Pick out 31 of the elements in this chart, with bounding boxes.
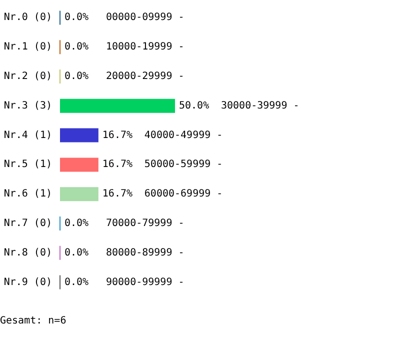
text: 30000-39999 - (221, 100, 300, 112)
annotation: 50000-59999 - (144, 159, 223, 170)
data-label: 0.0% (64, 247, 89, 258)
y-tick-label: Nr.1 (0) (4, 42, 52, 53)
annotation: 10000-19999 - (106, 42, 184, 53)
y-tick-label: Nr.5 (1) (4, 159, 52, 170)
annotation: 90000-99999 - (106, 276, 184, 288)
text: Gesamt: n=6 (0, 316, 66, 326)
y-tick-label: Nr.0 (0) (4, 12, 52, 24)
data-label: 0.0% (64, 71, 89, 82)
annotation: 40000-49999 - (144, 130, 223, 141)
annotation: 00000-09999 - (106, 12, 184, 24)
annotation: 80000-89999 - (106, 247, 184, 258)
data-label: 16.7% (102, 130, 133, 141)
data-label: 0.0% (64, 218, 89, 229)
data-label: 0.0% (64, 42, 89, 53)
y-tick-label: Nr.4 (1) (4, 130, 52, 141)
data-label: 16.7% (102, 188, 133, 200)
data-label: 50.0% (179, 100, 210, 112)
y-tick-label: Nr.9 (0) (4, 276, 52, 288)
y-tick-label: Nr.8 (0) (4, 247, 52, 258)
y-tick-label: Nr.6 (1) (4, 188, 52, 200)
data-label: 16.7% (102, 159, 133, 170)
annotation: 20000-29999 - (106, 71, 184, 82)
data-label: 0.0% (64, 12, 89, 24)
annotation: 60000-69999 - (144, 188, 223, 200)
annotation: 70000-79999 - (106, 218, 184, 229)
y-tick-label: Nr.2 (0) (4, 71, 52, 82)
y-tick-label: Nr.7 (0) (4, 218, 52, 229)
data-label: 0.0% (64, 276, 89, 288)
y-tick-label: Nr.3 (3) (4, 100, 52, 112)
